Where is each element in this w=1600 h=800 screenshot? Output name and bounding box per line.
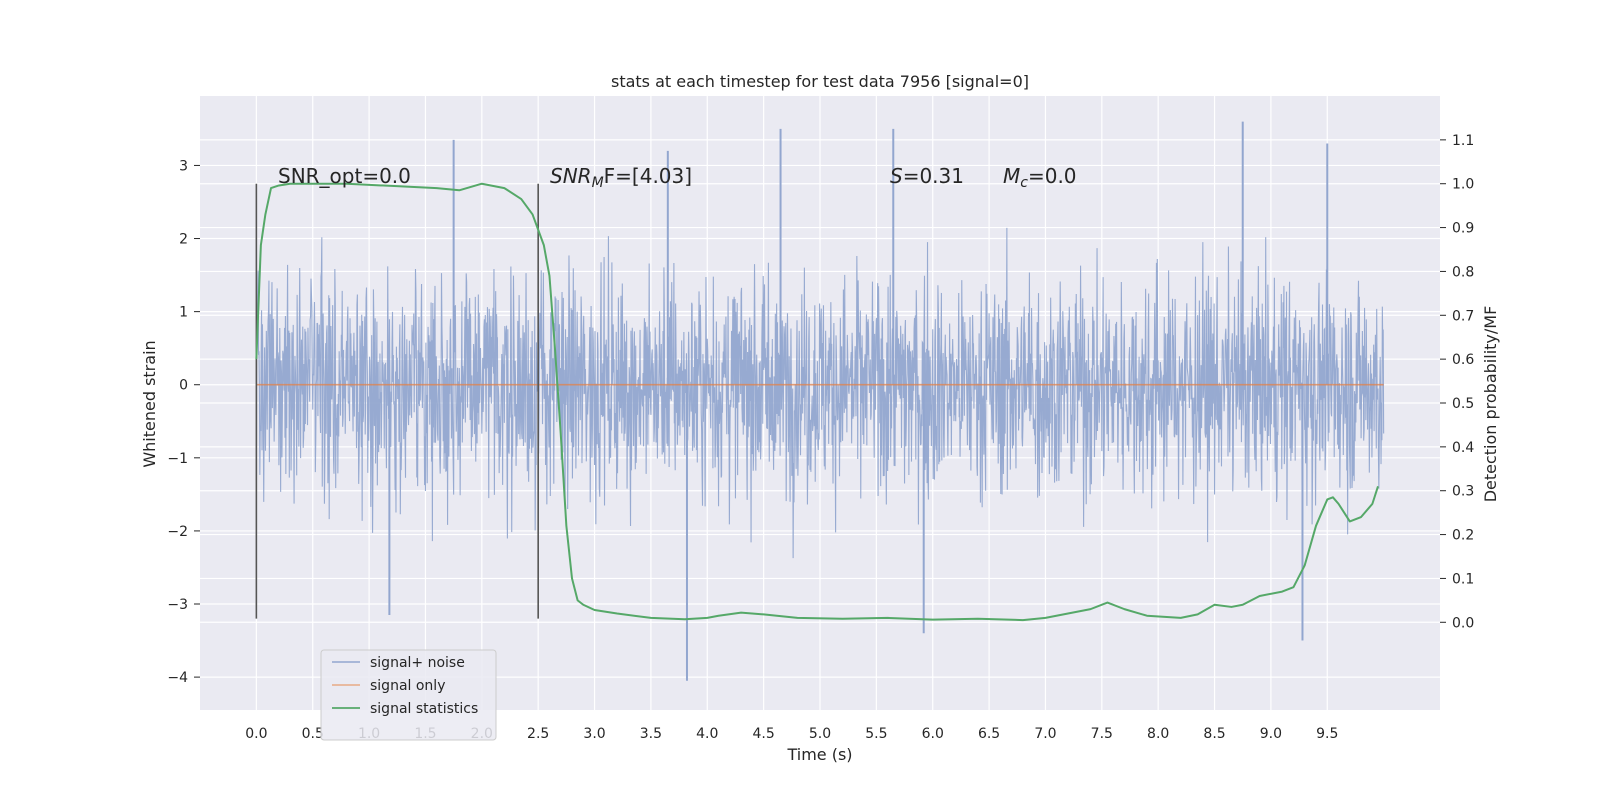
- x-tick-label: 8.0: [1147, 726, 1169, 742]
- chart-title: stats at each timestep for test data 795…: [611, 72, 1029, 91]
- y-tick-label: −2: [167, 524, 188, 540]
- x-tick-label: 5.5: [865, 726, 887, 742]
- x-tick-label: 3.0: [583, 726, 605, 742]
- x-tick-label: 4.5: [753, 726, 775, 742]
- legend-label-signal-only: signal only: [370, 678, 445, 694]
- s-symbol: S: [890, 164, 903, 188]
- annotation-snr-opt: SNR_opt=0.0: [278, 164, 411, 188]
- annotation-s: S=0.31: [890, 164, 964, 188]
- snr-mf-sub: M: [592, 175, 604, 191]
- x-tick-label: 3.5: [640, 726, 662, 742]
- y2-tick-labels: 1.1 1.0 0.9 0.8 0.7 0.6 0.5 0.4 0.3 0.2 0.1 0.0: [1440, 133, 1474, 631]
- y-axis-title: Whitened strain: [140, 340, 159, 467]
- y2-tick-label: 0.2: [1452, 528, 1474, 544]
- annotation-mc: Mc=0.0: [1003, 164, 1077, 191]
- x-tick-label: 2.5: [527, 726, 549, 742]
- s-value: =0.31: [903, 164, 964, 188]
- x-tick-label: 6.5: [978, 726, 1000, 742]
- y2-tick-label: 0.8: [1452, 264, 1474, 280]
- y-tick-label: −1: [167, 451, 188, 467]
- mc-sub: c: [1020, 175, 1028, 191]
- snr-mf-rest: F=[4.03]: [604, 164, 692, 188]
- y2-tick-label: 0.6: [1452, 352, 1474, 368]
- y-tick-label: 0: [179, 378, 188, 394]
- x-tick-label: 9.5: [1316, 726, 1338, 742]
- annotation-snr-mf: SNRMF=[4.03]: [550, 164, 692, 191]
- y2-tick-label: 0.5: [1452, 396, 1474, 412]
- x-tick-label: 0.0: [245, 726, 267, 742]
- x-tick-label: 6.0: [922, 726, 944, 742]
- legend-label-noise: signal+ noise: [370, 655, 465, 671]
- y2-tick-label: 1.0: [1452, 177, 1474, 193]
- legend: signal+ noise signal only signal statist…: [320, 649, 497, 741]
- vertical-markers: [255, 183, 539, 619]
- y-tick-label: 1: [179, 305, 188, 321]
- y2-tick-label: 0.7: [1452, 308, 1474, 324]
- noise-waveform-line: [255, 227, 1385, 559]
- y2-tick-label: 0.1: [1452, 571, 1474, 587]
- signal-statistics-series: [255, 182, 1379, 622]
- x-tick-label: 7.0: [1034, 726, 1056, 742]
- legend-box: [320, 649, 497, 741]
- snr-mf-base: SNR: [550, 164, 592, 188]
- x-tick-label: 9.0: [1260, 726, 1282, 742]
- x-tick-label: 4.0: [696, 726, 718, 742]
- y-tick-label: 3: [179, 158, 188, 174]
- y-tick-label: −3: [167, 597, 188, 613]
- mc-symbol: M: [1003, 164, 1020, 188]
- y2-tick-label: 0.3: [1452, 484, 1474, 500]
- x-tick-label: 8.5: [1203, 726, 1225, 742]
- y2-tick-label: 1.1: [1452, 133, 1474, 149]
- legend-label-statistics: signal statistics: [370, 701, 478, 717]
- y-tick-labels: 3 2 1 0 −1 −2 −3 −4: [167, 158, 200, 686]
- x-tick-label: 0.5: [302, 726, 324, 742]
- signal-plus-noise-series: [255, 121, 1385, 681]
- y2-tick-label: 0.4: [1452, 440, 1474, 456]
- y2-tick-label: 0.9: [1452, 221, 1474, 237]
- signal-statistics-line: [255, 182, 1379, 622]
- y-tick-label: 2: [179, 232, 188, 248]
- x-axis-title: Time (s): [786, 745, 852, 764]
- y-tick-label: −4: [167, 670, 188, 686]
- x-tick-labels: 0.00.51.01.52.02.53.03.54.04.55.05.56.06…: [245, 726, 1338, 742]
- y2-tick-label: 0.0: [1452, 615, 1474, 631]
- mc-value: =0.0: [1028, 164, 1077, 188]
- x-tick-label: 5.0: [809, 726, 831, 742]
- y2-axis-title: Detection probability/MF: [1481, 306, 1500, 503]
- x-tick-label: 7.5: [1091, 726, 1113, 742]
